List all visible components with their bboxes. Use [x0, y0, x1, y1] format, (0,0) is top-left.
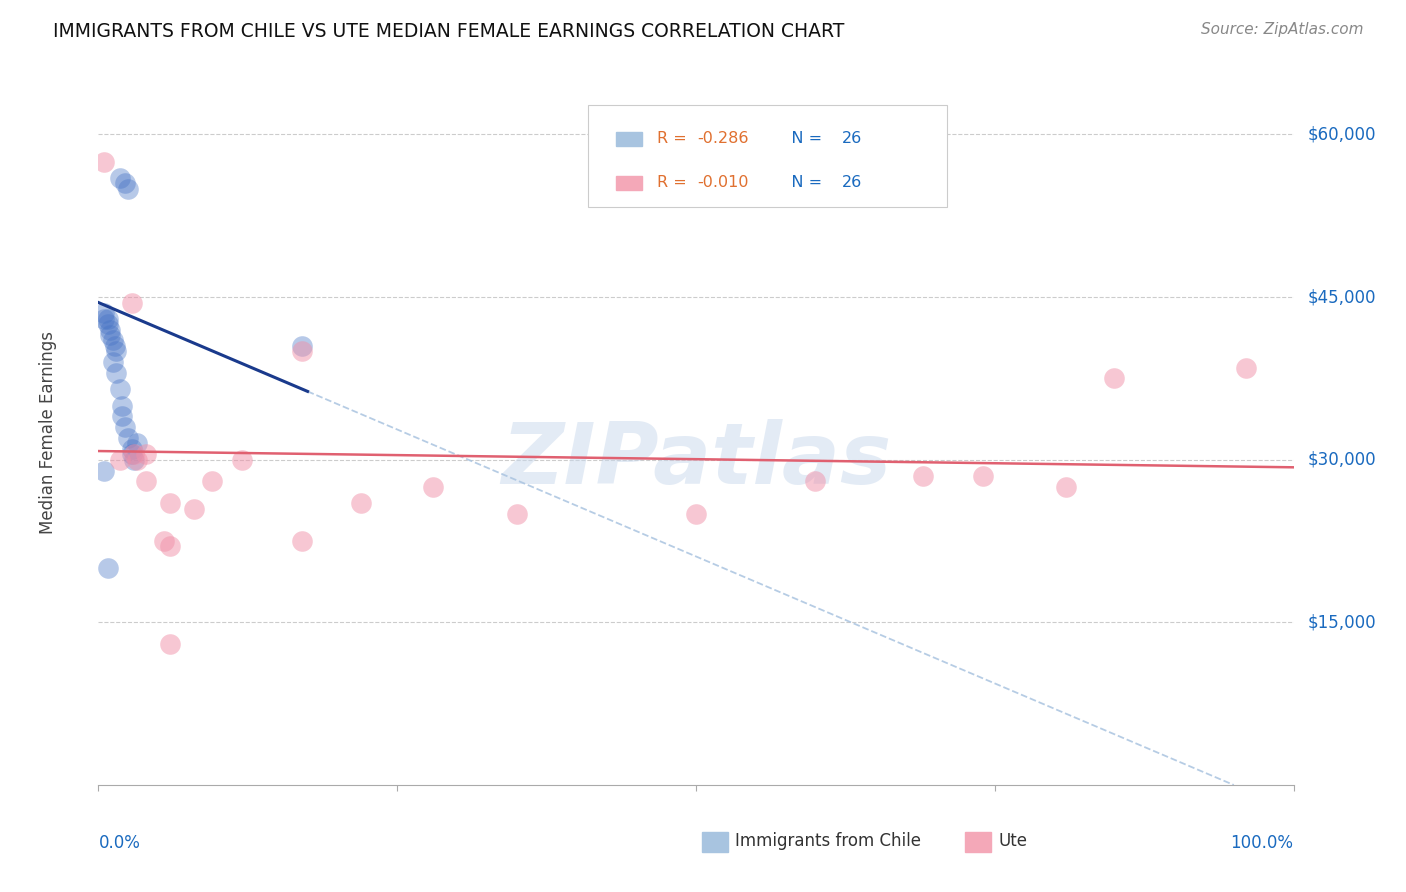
Text: 26: 26	[842, 175, 862, 190]
Point	[101, 355, 124, 369]
FancyBboxPatch shape	[616, 132, 643, 146]
Point	[159, 637, 181, 651]
Text: R =: R =	[657, 175, 692, 190]
Text: -0.286: -0.286	[697, 131, 748, 146]
Text: Source: ZipAtlas.com: Source: ZipAtlas.com	[1201, 22, 1364, 37]
FancyBboxPatch shape	[589, 105, 948, 207]
Point	[108, 382, 131, 396]
Point	[93, 154, 115, 169]
Text: $30,000: $30,000	[1308, 450, 1376, 468]
Point	[108, 452, 131, 467]
Point	[108, 170, 131, 185]
Point	[135, 475, 157, 489]
FancyBboxPatch shape	[702, 832, 728, 852]
Point	[98, 323, 122, 337]
Point	[111, 409, 134, 424]
Point	[124, 452, 146, 467]
Point	[121, 442, 143, 456]
Point	[125, 452, 148, 467]
Point	[1234, 360, 1257, 375]
Point	[231, 452, 253, 467]
Text: Immigrants from Chile: Immigrants from Chile	[735, 832, 921, 850]
Text: Median Female Earnings: Median Female Earnings	[39, 331, 58, 534]
Point	[183, 501, 205, 516]
FancyBboxPatch shape	[616, 176, 643, 190]
Point	[97, 311, 120, 326]
Text: $15,000: $15,000	[1308, 614, 1376, 632]
Text: N =: N =	[776, 175, 827, 190]
Point	[111, 399, 134, 413]
Text: 0.0%: 0.0%	[98, 834, 141, 852]
Point	[114, 420, 136, 434]
Point	[105, 366, 128, 380]
FancyBboxPatch shape	[965, 832, 991, 852]
Text: -0.010: -0.010	[697, 175, 748, 190]
Point	[97, 317, 120, 331]
Point	[291, 344, 314, 359]
Point	[291, 339, 314, 353]
Point	[685, 507, 707, 521]
Point	[159, 496, 181, 510]
Text: 26: 26	[842, 131, 862, 146]
Point	[121, 447, 143, 461]
Point	[117, 182, 139, 196]
Point	[159, 540, 181, 554]
Text: IMMIGRANTS FROM CHILE VS UTE MEDIAN FEMALE EARNINGS CORRELATION CHART: IMMIGRANTS FROM CHILE VS UTE MEDIAN FEMA…	[53, 22, 845, 41]
Text: 100.0%: 100.0%	[1230, 834, 1294, 852]
Text: $60,000: $60,000	[1308, 126, 1376, 144]
Point	[97, 561, 120, 575]
Point	[911, 469, 934, 483]
Point	[93, 306, 115, 320]
Point	[1056, 480, 1078, 494]
Point	[105, 344, 128, 359]
Text: ZIPatlas: ZIPatlas	[501, 419, 891, 502]
Point	[1104, 371, 1126, 385]
Point	[93, 311, 115, 326]
Point	[104, 339, 127, 353]
Text: N =: N =	[776, 131, 827, 146]
Point	[117, 431, 139, 445]
Point	[153, 534, 176, 549]
Point	[506, 507, 529, 521]
Point	[124, 447, 146, 461]
Text: Ute: Ute	[998, 832, 1028, 850]
Point	[98, 328, 122, 343]
Point	[125, 436, 148, 450]
Point	[114, 176, 136, 190]
Text: $45,000: $45,000	[1308, 288, 1376, 306]
Point	[121, 295, 143, 310]
Point	[135, 447, 157, 461]
Text: R =: R =	[657, 131, 692, 146]
Point	[972, 469, 994, 483]
Point	[350, 496, 373, 510]
Point	[291, 534, 314, 549]
Point	[93, 464, 115, 478]
Point	[804, 475, 827, 489]
Point	[201, 475, 224, 489]
Point	[422, 480, 444, 494]
Point	[101, 334, 124, 348]
